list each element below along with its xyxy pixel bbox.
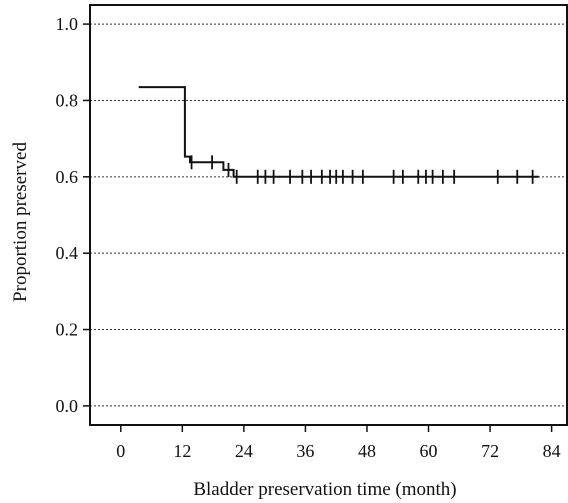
- y-tick-label-5: 1.0: [56, 14, 79, 34]
- x-tick-label-2: 24: [235, 441, 253, 461]
- x-tick-label-7: 84: [543, 441, 561, 461]
- grid-lines: [90, 23, 567, 407]
- x-tick-label-5: 60: [420, 441, 438, 461]
- survival-curve-group: [138, 86, 539, 178]
- x-tick-label-0: 0: [116, 441, 125, 461]
- censor-marks: [190, 155, 534, 184]
- x-tick-label-3: 36: [296, 441, 314, 461]
- x-tick-label-1: 12: [173, 441, 191, 461]
- y-axis-label: Proportion preserved: [10, 142, 31, 302]
- x-tick-label-6: 72: [481, 441, 499, 461]
- x-axis-label: Bladder preservation time (month): [193, 479, 456, 500]
- y-tick-label-0: 0.0: [56, 396, 79, 416]
- y-tick-label-2: 0.4: [56, 243, 79, 263]
- y-axis-ticks: 0.0 0.2 0.4 0.6 0.8 1.0: [56, 14, 90, 416]
- y-tick-label-3: 0.6: [56, 167, 79, 187]
- x-axis-ticks: 0 12 24 36 48 60 72 84: [116, 425, 561, 461]
- plot-frame: [89, 4, 568, 426]
- y-tick-label-1: 0.2: [56, 320, 79, 340]
- y-tick-label-4: 0.8: [56, 90, 79, 110]
- x-tick-label-4: 48: [358, 441, 376, 461]
- survival-curve: [138, 86, 539, 178]
